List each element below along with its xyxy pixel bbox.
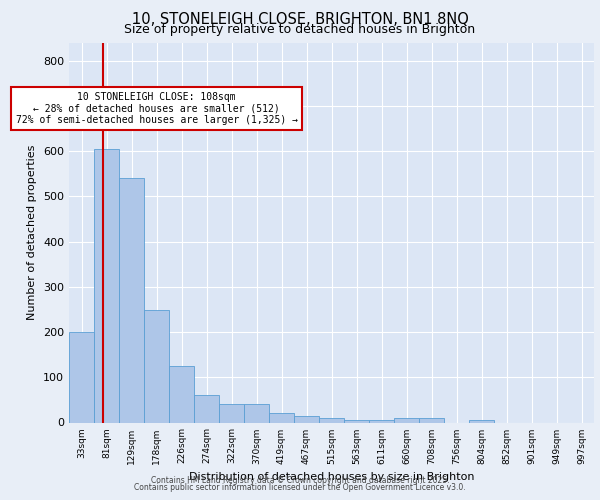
Bar	[469, 420, 494, 422]
Bar	[194, 396, 219, 422]
Text: Contains HM Land Registry data © Crown copyright and database right 2025.: Contains HM Land Registry data © Crown c…	[151, 476, 449, 485]
Bar	[94, 149, 119, 422]
Bar	[244, 404, 269, 422]
Bar	[219, 404, 244, 422]
Text: 10, STONELEIGH CLOSE, BRIGHTON, BN1 8NQ: 10, STONELEIGH CLOSE, BRIGHTON, BN1 8NQ	[131, 12, 469, 28]
Bar	[294, 416, 319, 422]
Bar	[169, 366, 194, 422]
Bar	[269, 414, 294, 422]
Bar	[394, 418, 419, 422]
X-axis label: Distribution of detached houses by size in Brighton: Distribution of detached houses by size …	[189, 472, 474, 482]
Bar	[419, 418, 444, 422]
Bar	[319, 418, 344, 422]
Bar	[69, 332, 94, 422]
Text: 10 STONELEIGH CLOSE: 108sqm
← 28% of detached houses are smaller (512)
72% of se: 10 STONELEIGH CLOSE: 108sqm ← 28% of det…	[16, 92, 298, 126]
Bar	[369, 420, 394, 422]
Y-axis label: Number of detached properties: Number of detached properties	[28, 145, 37, 320]
Text: Size of property relative to detached houses in Brighton: Size of property relative to detached ho…	[124, 24, 476, 36]
Text: Contains public sector information licensed under the Open Government Licence v3: Contains public sector information licen…	[134, 483, 466, 492]
Bar	[119, 178, 144, 422]
Bar	[344, 420, 369, 422]
Bar	[144, 310, 169, 422]
